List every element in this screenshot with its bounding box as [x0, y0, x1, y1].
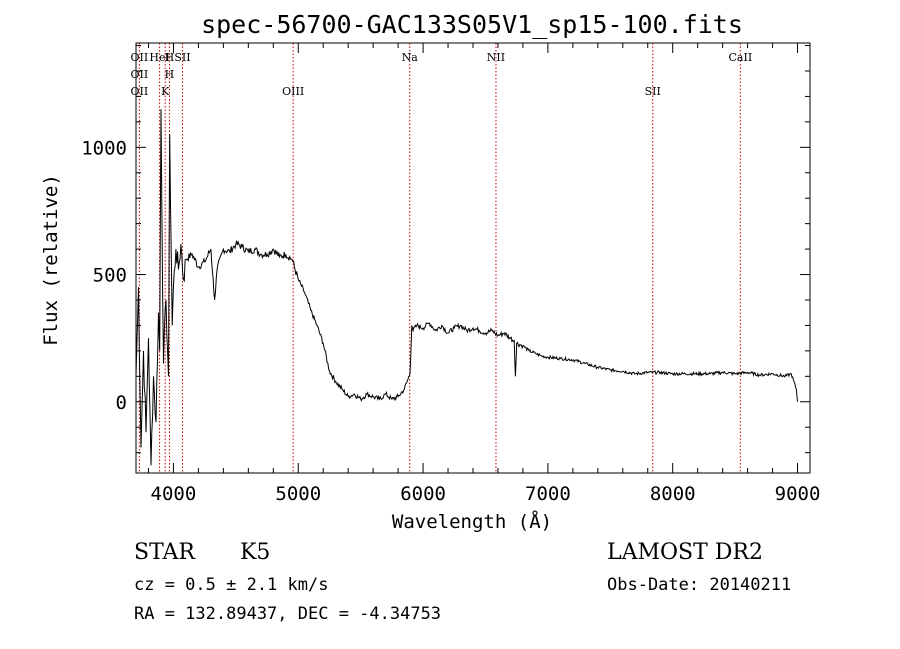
coordinates-text: RA = 132.89437, DEC = -4.34753 — [134, 604, 441, 624]
x-axis-label: Wavelength (Å) — [392, 510, 552, 533]
x-tick-label: 6000 — [400, 483, 446, 505]
line-label-bottom: SII — [645, 85, 661, 98]
y-axis-label: Flux (relative) — [40, 174, 62, 346]
line-label-top: Na — [402, 51, 419, 64]
line-label-mid: OII — [131, 68, 149, 81]
object-subclass: K5 — [240, 540, 270, 565]
line-label-top: OII — [131, 51, 149, 64]
line-label-top: CaII — [729, 51, 753, 64]
spectrum-line — [135, 109, 798, 466]
line-label-top: NII — [487, 51, 505, 64]
line-label-top: SII — [174, 51, 190, 64]
y-tick-label: 0 — [116, 392, 127, 414]
plot-frame — [135, 42, 811, 474]
y-tick-label: 500 — [93, 265, 127, 287]
x-tick-label: 4000 — [151, 483, 197, 505]
line-label-bottom: K — [161, 85, 170, 98]
survey-name: LAMOST DR2 — [607, 540, 763, 565]
x-tick-label: 9000 — [775, 483, 821, 505]
line-label-top: H — [165, 51, 175, 64]
chart-title: spec-56700-GAC133S05V1_sp15-100.fits — [201, 10, 743, 39]
object-class: STAR — [134, 540, 196, 565]
line-label-bottom: OIII — [282, 85, 304, 98]
x-tick-label: 7000 — [525, 483, 571, 505]
line-label-bottom: OII — [131, 85, 149, 98]
redshift-text: cz = 0.5 ± 2.1 km/s — [134, 575, 328, 595]
x-tick-label: 5000 — [275, 483, 321, 505]
y-tick-label: 1000 — [81, 137, 127, 159]
obs-date: Obs-Date: 20140211 — [607, 575, 791, 595]
line-label-top: HeI — [149, 51, 169, 64]
line-label-mid: H — [165, 68, 175, 81]
x-tick-label: 8000 — [650, 483, 696, 505]
